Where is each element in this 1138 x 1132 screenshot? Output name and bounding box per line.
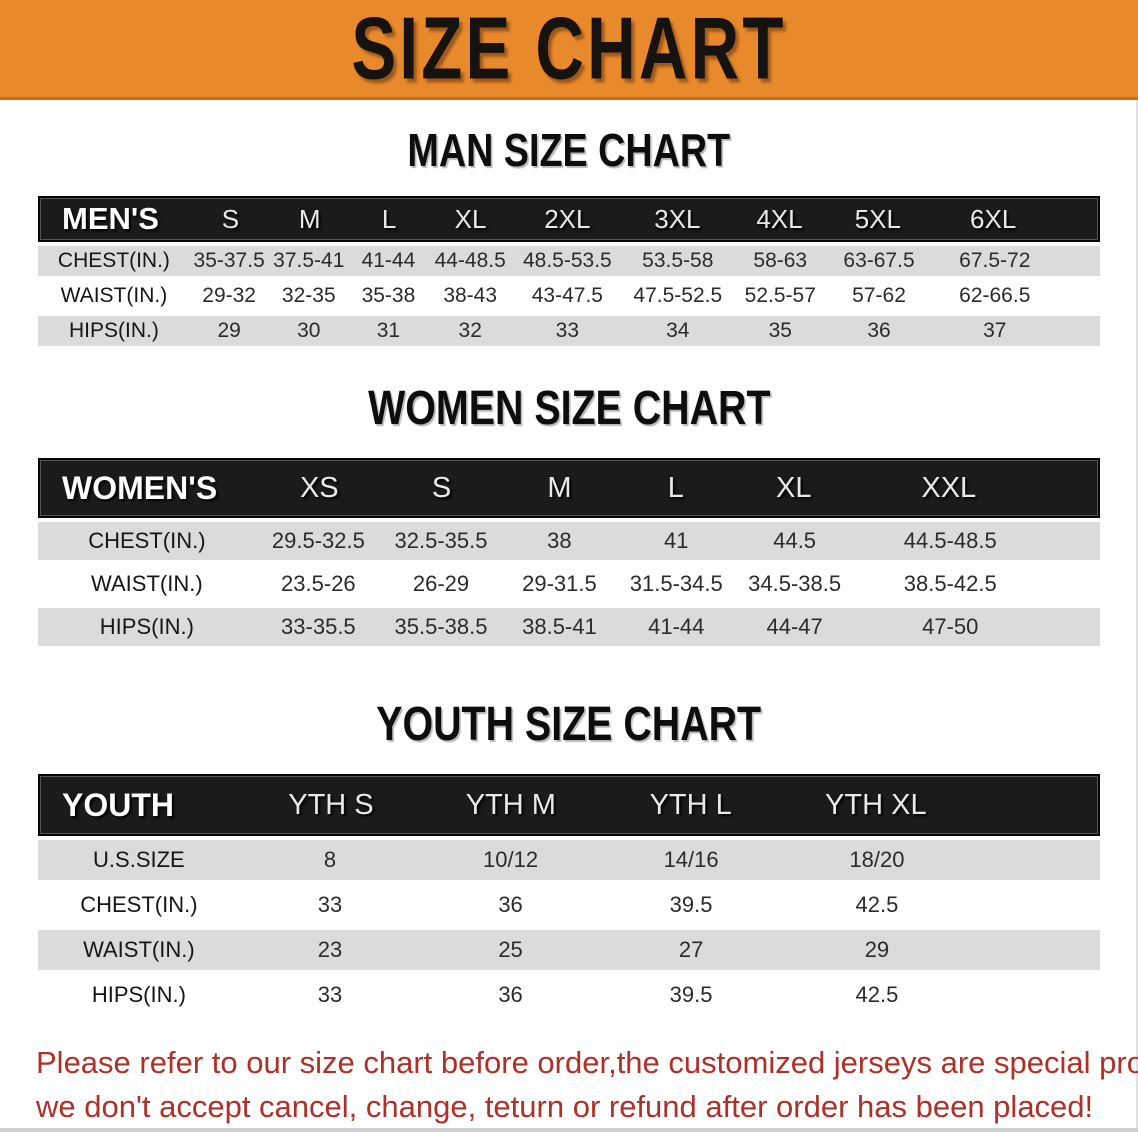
men-col-l: L (381, 203, 397, 234)
youth-corner-label: YOUTH (62, 786, 174, 823)
banner-title: SIZE CHART (351, 0, 787, 98)
women-col-s: S (431, 471, 452, 504)
men-col-3xl: 3XL (654, 203, 701, 234)
spacer-cell (1046, 608, 1100, 646)
youth-chest-row: CHEST(IN.) 33 36 39.5 42.5 (38, 885, 1100, 925)
women-col-m: M (547, 471, 572, 504)
youth-hips-row: HIPS(IN.) 33 36 39.5 42.5 (38, 975, 1100, 1015)
men-waist-row: WAIST(IN.) 29-32 32-35 35-38 38-43 43-47… (38, 281, 1100, 311)
youth-col-xl: YTH XL (825, 788, 927, 821)
women-size-table: WOMEN'S XS S M L XL XXL CHEST(IN.) 29.5-… (38, 458, 1100, 646)
men-corner-label: MEN'S (62, 201, 159, 236)
men-col-6xl: 6XL (970, 203, 1017, 234)
disclaimer-line-1: Please refer to our size chart before or… (36, 1045, 1138, 1080)
youth-col-l: YTH L (649, 788, 732, 821)
bottom-edge-shadow (0, 1128, 1138, 1132)
women-col-xs: XS (299, 471, 339, 504)
women-hips-row: HIPS(IN.) 33-35.5 35.5-38.5 38.5-41 41-4… (38, 608, 1100, 646)
men-size-table: MEN'S S M L XL 2XL 3XL 4XL 5XL 6XL CHEST… (38, 196, 1100, 346)
men-section-heading: MAN SIZE CHART (407, 124, 731, 176)
spacer-cell (973, 885, 1100, 925)
women-waist-row: WAIST(IN.) 23.5-26 26-29 29-31.5 31.5-34… (38, 565, 1100, 603)
women-table-header-row: WOMEN'S XS S M L XL XXL (38, 458, 1100, 518)
men-col-m: M (298, 203, 321, 234)
spacer-cell (973, 975, 1100, 1015)
spacer-cell (1046, 522, 1100, 560)
youth-ussize-row: U.S.SIZE 8 10/12 14/16 18/20 (38, 840, 1100, 880)
women-corner-label: WOMEN'S (62, 469, 218, 506)
women-col-xxl: XXL (921, 471, 977, 504)
spacer-cell (973, 840, 1100, 880)
youth-table-header-row: YOUTH YTH S YTH M YTH L YTH XL (38, 774, 1100, 836)
youth-col-s: YTH S (288, 788, 374, 821)
disclaimer-text: Please refer to our size chart before or… (0, 1041, 1138, 1129)
men-hips-row: HIPS(IN.) 29 30 31 32 33 34 35 36 37 (38, 316, 1100, 346)
youth-waist-row: WAIST(IN.) 23 25 27 29 (38, 930, 1100, 970)
men-col-5xl: 5XL (854, 203, 901, 234)
spacer-cell (973, 930, 1100, 970)
men-chest-row: CHEST(IN.) 35-37.5 37.5-41 41-44 44-48.5… (38, 246, 1100, 276)
men-col-s: S (221, 203, 240, 234)
women-col-xl: XL (776, 471, 812, 504)
women-section-heading: WOMEN SIZE CHART (367, 382, 771, 435)
spacer-cell (1059, 281, 1100, 311)
men-table-header-row: MEN'S S M L XL 2XL 3XL 4XL 5XL 6XL (38, 196, 1100, 242)
men-col-xl: XL (454, 203, 487, 234)
spacer-cell (1059, 316, 1100, 346)
men-col-2xl: 2XL (544, 203, 591, 234)
women-col-l: L (667, 471, 684, 504)
men-col-4xl: 4XL (756, 203, 803, 234)
youth-size-table: YOUTH YTH S YTH M YTH L YTH XL U.S.SIZE … (38, 774, 1100, 1015)
youth-section-heading: YOUTH SIZE CHART (376, 698, 762, 751)
spacer-cell (1059, 246, 1100, 276)
spacer-cell (1046, 565, 1100, 603)
banner: SIZE CHART (0, 0, 1138, 100)
disclaimer-line-2: we don't accept cancel, change, teturn o… (36, 1089, 1094, 1124)
youth-col-m: YTH M (465, 788, 556, 821)
women-chest-row: CHEST(IN.) 29.5-32.5 32.5-35.5 38 41 44.… (38, 522, 1100, 560)
